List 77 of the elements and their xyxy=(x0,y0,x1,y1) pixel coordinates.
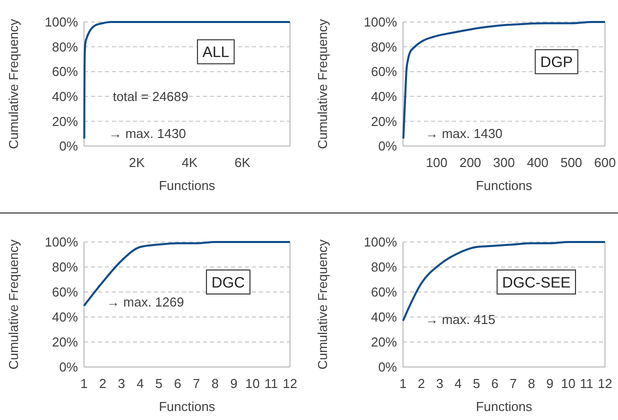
x-tick-label: 4K xyxy=(182,155,198,170)
y-tick-label: 80% xyxy=(370,260,398,275)
y-tick-label: 100% xyxy=(364,234,398,250)
y-tick-label: 100% xyxy=(44,14,78,30)
y-tick-label: 0% xyxy=(378,360,398,375)
y-tick-label: 0% xyxy=(59,138,78,154)
x-tick-label: 6K xyxy=(234,155,251,170)
x-axis-title: Functions xyxy=(476,178,533,193)
x-tick-label: 9 xyxy=(230,376,238,391)
x-tick-label: 5 xyxy=(472,376,480,391)
y-axis-title: Cumulative Frequency xyxy=(315,238,330,370)
y-tick-label: 0% xyxy=(378,138,398,154)
x-tick-label: 12 xyxy=(282,376,298,391)
y-tick-label: 40% xyxy=(370,310,398,325)
y-axis-title: Cumulative Frequency xyxy=(6,18,21,150)
y-tick-label: 40% xyxy=(52,88,78,104)
annotation: → max. 1269 xyxy=(106,294,184,310)
x-tick-label: 2 xyxy=(99,376,106,391)
x-tick-label: 7 xyxy=(192,376,200,391)
y-tick-label: 40% xyxy=(370,88,398,104)
x-tick-label: 11 xyxy=(264,376,278,391)
x-tick-label: 5 xyxy=(155,376,163,391)
x-tick-label: 500 xyxy=(560,155,582,170)
y-tick-label: 0% xyxy=(59,360,78,375)
x-axis-title: Functions xyxy=(476,399,533,414)
x-tick-label: 2K xyxy=(128,155,146,170)
x-tick-label: 100 xyxy=(426,155,448,170)
x-axis-title: Functions xyxy=(158,178,216,193)
x-tick-label: 200 xyxy=(459,155,482,170)
annotation: total = 24689 xyxy=(112,88,188,104)
y-tick-label: 100% xyxy=(44,234,78,250)
x-tick-label: 8 xyxy=(528,376,536,391)
x-tick-label: 400 xyxy=(526,155,549,170)
y-tick-label: 20% xyxy=(370,334,398,350)
x-tick-label: 11 xyxy=(580,376,594,391)
annotation: → max. 415 xyxy=(425,312,496,328)
y-tick-label: 80% xyxy=(52,39,78,54)
x-tick-label: 10 xyxy=(245,376,260,391)
text: DGP xyxy=(540,54,573,71)
x-tick-label: 4 xyxy=(454,376,462,391)
y-axis-title: Cumulative Frequency xyxy=(6,238,21,370)
x-tick-label: 6 xyxy=(174,376,182,391)
y-tick-label: 20% xyxy=(52,334,78,350)
text: DGC xyxy=(212,274,246,292)
y-tick-label: 60% xyxy=(370,64,398,80)
x-tick-label: 600 xyxy=(594,155,616,170)
y-axis-title: Cumulative Frequency xyxy=(315,18,330,150)
line-series xyxy=(83,241,291,307)
x-tick-label: 6 xyxy=(491,376,498,391)
x-tick-label: 3 xyxy=(436,376,444,391)
annotation: → max. 1430 xyxy=(108,126,186,142)
x-tick-label: 1 xyxy=(80,376,88,391)
x-tick-label: 1 xyxy=(399,376,407,391)
y-tick-label: 20% xyxy=(370,114,398,129)
annotation: → max. 1430 xyxy=(425,126,503,142)
y-tick-label: 80% xyxy=(52,260,78,275)
line-series xyxy=(83,21,291,140)
text: DGC-SEE xyxy=(502,274,570,292)
y-tick-label: 80% xyxy=(370,39,398,54)
y-tick-label: 20% xyxy=(52,114,78,129)
y-tick-label: 60% xyxy=(52,284,78,300)
x-tick-label: 10 xyxy=(561,376,576,391)
y-tick-label: 60% xyxy=(370,284,398,300)
x-tick-label: 7 xyxy=(510,376,517,391)
line-series xyxy=(402,21,606,140)
x-tick-label: 2 xyxy=(418,376,425,391)
y-tick-label: 40% xyxy=(52,310,78,325)
x-axis-title: Functions xyxy=(158,399,216,414)
x-tick-label: 3 xyxy=(118,376,126,391)
x-tick-label: 4 xyxy=(136,376,144,391)
y-tick-label: 60% xyxy=(52,64,78,80)
x-tick-label: 9 xyxy=(546,376,554,391)
x-tick-label: 8 xyxy=(211,376,219,391)
x-tick-label: 300 xyxy=(493,155,515,170)
y-tick-label: 100% xyxy=(364,14,398,30)
text: ALL xyxy=(202,44,230,62)
x-tick-label: 12 xyxy=(598,376,612,391)
